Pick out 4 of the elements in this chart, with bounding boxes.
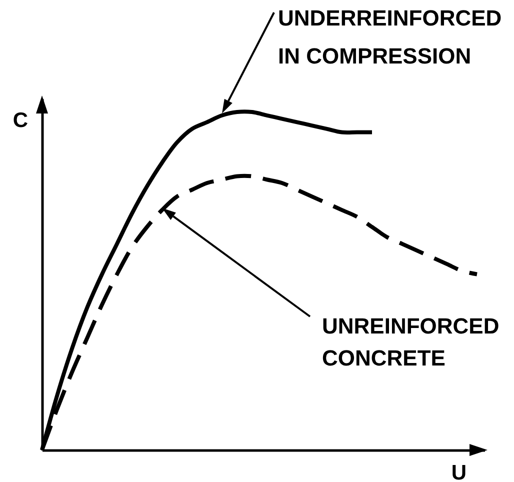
text: UNDERREINFORCED IN COMPRESSION	[278, 6, 502, 68]
text: UNREINFORCED CONCRETE	[322, 314, 500, 370]
x-axis-title: U	[451, 462, 467, 482]
y-axis-title: C	[12, 109, 28, 132]
